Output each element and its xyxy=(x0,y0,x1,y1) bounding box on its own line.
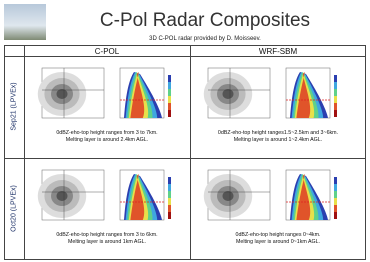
grid-border xyxy=(4,56,366,57)
plot-image xyxy=(196,162,362,228)
photo xyxy=(4,4,46,40)
cell-text: Melting layer is around 0~1km AGL. xyxy=(190,239,366,246)
slide: C-Pol Radar Composites 3D C-POL radar pr… xyxy=(0,0,370,262)
cell-text: Melting layer is around 1~2.4km AGL. xyxy=(190,137,366,144)
plot-image xyxy=(30,162,186,228)
column-header: WRF-SBM xyxy=(190,47,366,56)
cell-text: Melting layer is around 2.4km AGL. xyxy=(24,137,190,144)
cell-text: Melting layer is around 1km AGL. xyxy=(24,239,190,246)
subtitle: 3D C-POL radar provided by D. Moisseev. xyxy=(80,36,330,42)
row-label: Sep21 (LPVEx) xyxy=(11,62,18,152)
plot-image xyxy=(30,60,186,126)
grid-border xyxy=(190,45,191,260)
plot-image xyxy=(196,60,362,126)
cell-text: 0dBZ-eho-top height ranges from 3 to 6km… xyxy=(24,232,190,239)
cell-text: 0dBZ-eho-top height ranges 0~4km. xyxy=(190,232,366,239)
title: C-Pol Radar Composites xyxy=(80,10,330,32)
column-header: C-POL xyxy=(24,47,190,56)
cell-text: 0dBZ-eho-top height ranges1.5~2.5km and … xyxy=(190,130,366,137)
row-label: Oct20 (LPVEx) xyxy=(11,164,18,254)
cell-text: 0dBZ-eho-top height ranges from 3 to 7km… xyxy=(24,130,190,137)
grid-border xyxy=(24,45,25,260)
grid-border xyxy=(4,158,366,159)
